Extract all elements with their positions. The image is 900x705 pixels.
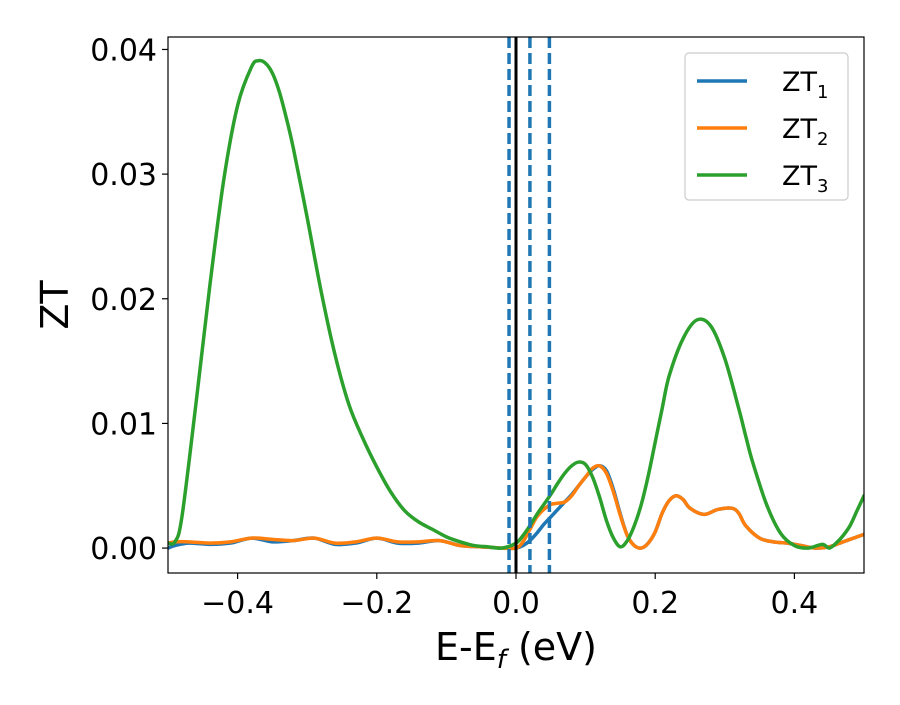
y-tick-label: 0.04 — [90, 33, 157, 68]
x-tick-label: 0.4 — [771, 586, 819, 621]
x-axis-label-main: E-E — [435, 625, 497, 669]
x-tick-label: 0.2 — [631, 586, 679, 621]
y-tick-label: 0.02 — [90, 283, 157, 318]
legend-box — [684, 52, 849, 201]
x-tick-label: −0.2 — [340, 586, 413, 621]
y-axis-label: ZT — [33, 280, 77, 330]
y-tick-label: 0.03 — [90, 158, 157, 193]
plot-area-frame — [167, 36, 865, 574]
legend-label-zt2: ZT2 — [782, 114, 828, 150]
legend-label-zt3: ZT3 — [782, 161, 828, 197]
legend-label-zt1: ZT1 — [782, 67, 828, 103]
x-axis-label-unit: (eV) — [506, 625, 597, 669]
x-tick-label: −0.4 — [201, 586, 274, 621]
x-tick-label: 0.0 — [492, 586, 540, 621]
y-tick-label: 0.01 — [90, 407, 157, 442]
y-tick-label: 0.00 — [90, 532, 157, 567]
x-axis-label: E-Ef (eV) — [435, 625, 597, 675]
